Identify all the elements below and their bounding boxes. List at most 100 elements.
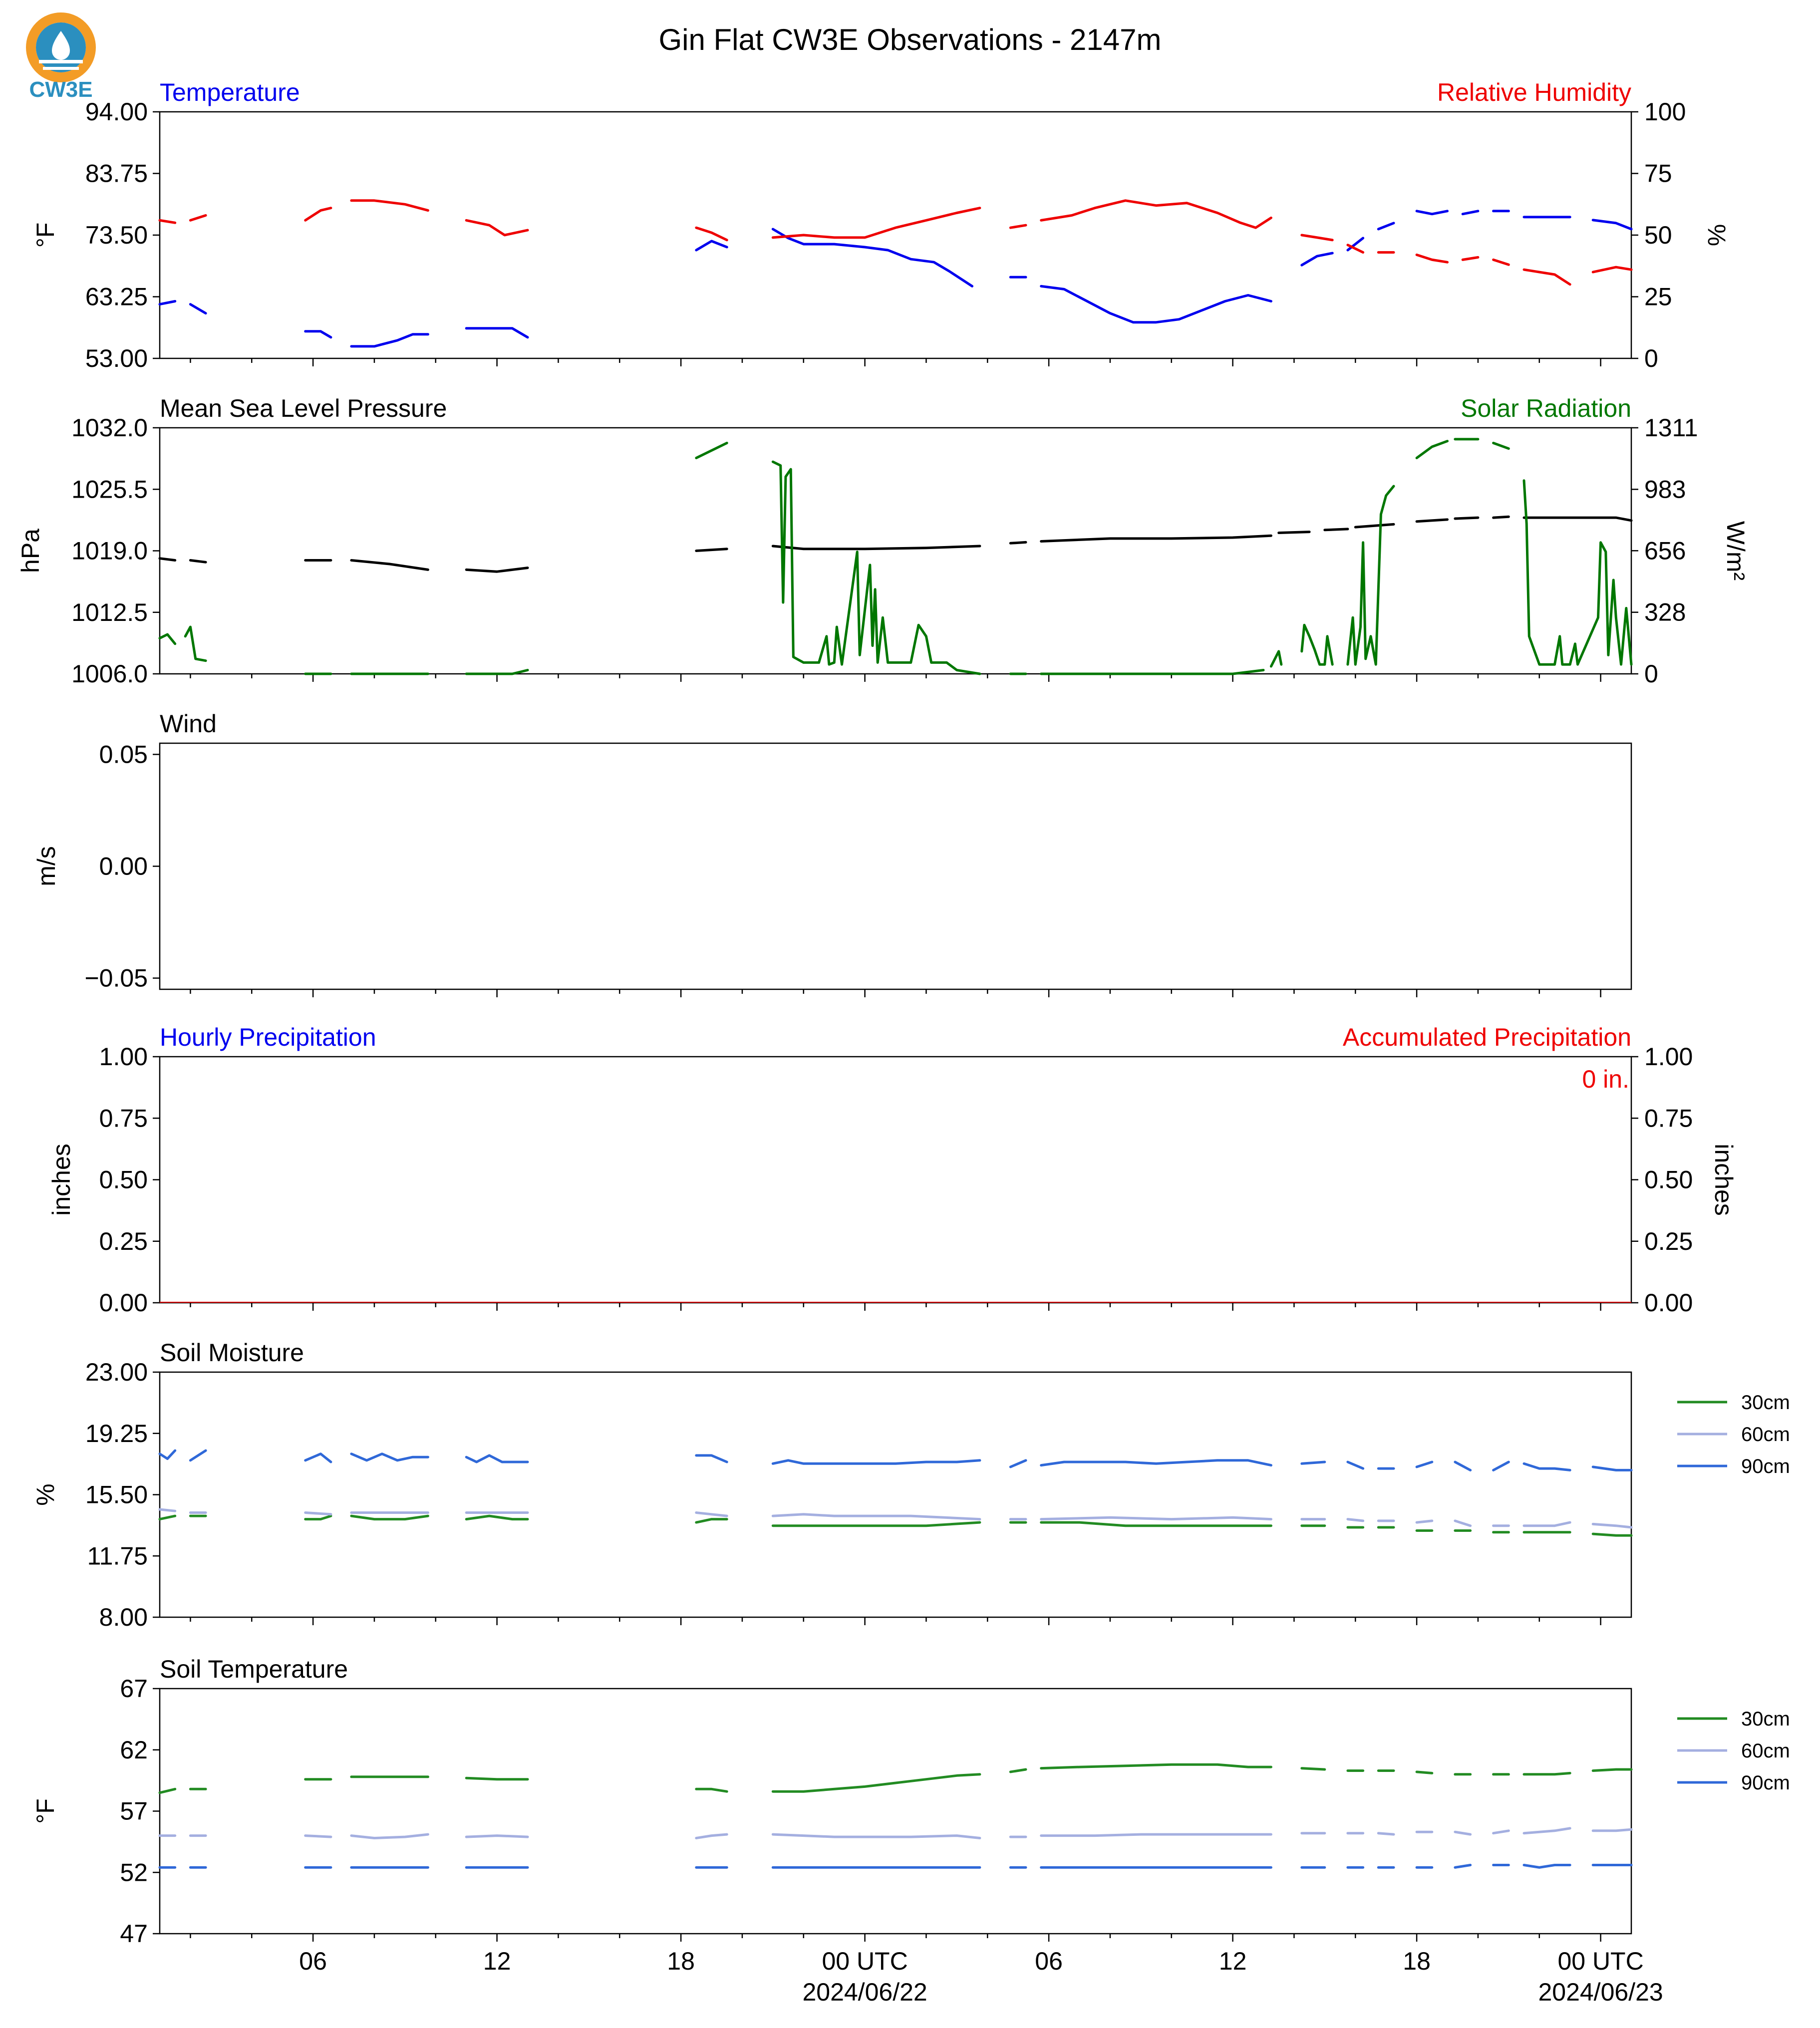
- series-line-segment: [1415, 440, 1449, 459]
- series-90cm: [158, 1449, 1633, 1471]
- legend-label: 60cm: [1741, 1424, 1790, 1446]
- series-line-segment: [1040, 1516, 1272, 1521]
- panel-title-left: Soil Moisture: [160, 1339, 304, 1367]
- x-tick-label: 12: [483, 1947, 511, 1975]
- plot-frame: [159, 742, 1632, 990]
- y-tick-label: 1.00: [99, 1043, 148, 1071]
- series-left: [158, 210, 1633, 348]
- panel-title-left: Soil Temperature: [160, 1655, 348, 1683]
- panel-title-left: Temperature: [160, 78, 300, 106]
- series-line-segment: [1300, 1767, 1326, 1771]
- x-tick-label: 06: [1035, 1947, 1063, 1975]
- x-tick-label: 18: [667, 1947, 695, 1975]
- logo-text: CW3E: [29, 77, 92, 102]
- y-tick-label: 63.25: [85, 283, 148, 311]
- series-line-segment: [1300, 1460, 1326, 1465]
- series-line-segment: [1461, 210, 1480, 216]
- series-line-segment: [465, 1454, 529, 1463]
- series-line-segment: [189, 559, 207, 564]
- y-tick-label: 0.00: [99, 853, 148, 880]
- series-line-segment: [189, 303, 207, 315]
- plot-frame: [159, 1371, 1632, 1618]
- y-tick-label: −0.05: [84, 964, 148, 992]
- series-line-segment: [1415, 1460, 1434, 1468]
- y-axis-label: °F: [31, 223, 59, 248]
- series-line-segment: [1009, 541, 1027, 545]
- series-line-segment: [465, 669, 529, 675]
- series-line-segment: [304, 330, 332, 339]
- series-line-segment: [1323, 528, 1349, 532]
- series-line-segment: [1591, 1465, 1633, 1471]
- x-tick-label: 00 UTC: [1557, 1947, 1643, 1975]
- series-line-segment: [695, 442, 728, 459]
- series-line-segment: [1415, 1770, 1434, 1774]
- y-axis-label: %: [31, 1483, 59, 1505]
- series-line-segment: [695, 1511, 728, 1517]
- y-axis-label-right: inches: [1710, 1144, 1738, 1216]
- panel-title-right: Solar Radiation: [1461, 394, 1631, 422]
- series-line-segment: [695, 548, 728, 552]
- series-line-segment: [1009, 1768, 1027, 1773]
- series-line-segment: [1346, 1460, 1365, 1470]
- series-line-segment: [1591, 1532, 1633, 1537]
- y-tick-label: 0.05: [99, 740, 148, 768]
- y-axis-label-right: W/m²: [1722, 521, 1750, 580]
- series-line-segment: [1040, 1763, 1272, 1770]
- series-line-segment: [1415, 254, 1449, 264]
- series-30cm: [158, 1763, 1633, 1794]
- panel-title-right: Accumulated Precipitation: [1343, 1023, 1631, 1051]
- series-line-segment: [1300, 252, 1334, 267]
- series-right: [158, 438, 1633, 675]
- series-line-segment: [304, 1834, 332, 1838]
- series-line-segment: [184, 625, 207, 662]
- series-line-segment: [1522, 516, 1633, 522]
- y-tick-label: 73.50: [85, 221, 148, 249]
- series-line-segment: [465, 1776, 529, 1781]
- series-right: [158, 199, 1633, 286]
- y-tick-label: 0.25: [99, 1227, 148, 1255]
- series-line-segment: [695, 1787, 728, 1793]
- series-left: [158, 515, 1633, 573]
- series-line-segment: [350, 333, 429, 348]
- y-tick-label-right: 656: [1644, 537, 1686, 565]
- series-line-segment: [1300, 234, 1334, 242]
- x-tick-label: 00 UTC: [822, 1947, 908, 1975]
- series-line-segment: [350, 1514, 429, 1521]
- series-line-segment: [1346, 237, 1365, 252]
- series-line-segment: [304, 1452, 332, 1463]
- series-line-segment: [1522, 1521, 1571, 1527]
- y-tick-label-right: 25: [1644, 283, 1672, 311]
- legend-label: 60cm: [1741, 1740, 1790, 1762]
- series-line-segment: [1415, 518, 1449, 523]
- series-30cm: [158, 1514, 1633, 1537]
- plot-frame: [159, 1056, 1632, 1304]
- y-tick-label: 94.00: [85, 98, 148, 126]
- series-line-segment: [1522, 479, 1633, 666]
- series-line-segment: [350, 1452, 429, 1462]
- y-tick-label-right: 328: [1644, 598, 1686, 626]
- x-tick-sublabel: 2024/06/22: [802, 1978, 927, 2006]
- series-line-segment: [158, 1787, 177, 1794]
- series-line-segment: [350, 199, 429, 212]
- x-tick-sublabel: 2024/06/23: [1538, 1978, 1663, 2006]
- series-line-segment: [158, 633, 177, 645]
- series-60cm: [158, 1827, 1633, 1839]
- x-tick-label: 06: [299, 1947, 327, 1975]
- series-line-segment: [1377, 1832, 1395, 1836]
- y-tick-label: 83.75: [85, 160, 148, 188]
- series-line-segment: [771, 1833, 981, 1839]
- y-axis-label: m/s: [32, 846, 60, 886]
- y-axis-label: inches: [47, 1144, 75, 1216]
- series-line-segment: [771, 1773, 981, 1793]
- y-tick-label: 62: [120, 1736, 148, 1764]
- y-tick-label-right: 100: [1644, 98, 1686, 126]
- series-line-segment: [1522, 1462, 1571, 1471]
- series-line-segment: [158, 219, 177, 224]
- panel-title-left: Mean Sea Level Pressure: [160, 394, 447, 422]
- y-axis-label: hPa: [16, 529, 44, 573]
- series-line-segment: [158, 1514, 177, 1521]
- panel-title-right: Relative Humidity: [1437, 78, 1631, 106]
- y-axis-label: °F: [31, 1798, 59, 1824]
- logo-wave-1: [39, 60, 83, 63]
- series-line-segment: [1415, 1519, 1434, 1524]
